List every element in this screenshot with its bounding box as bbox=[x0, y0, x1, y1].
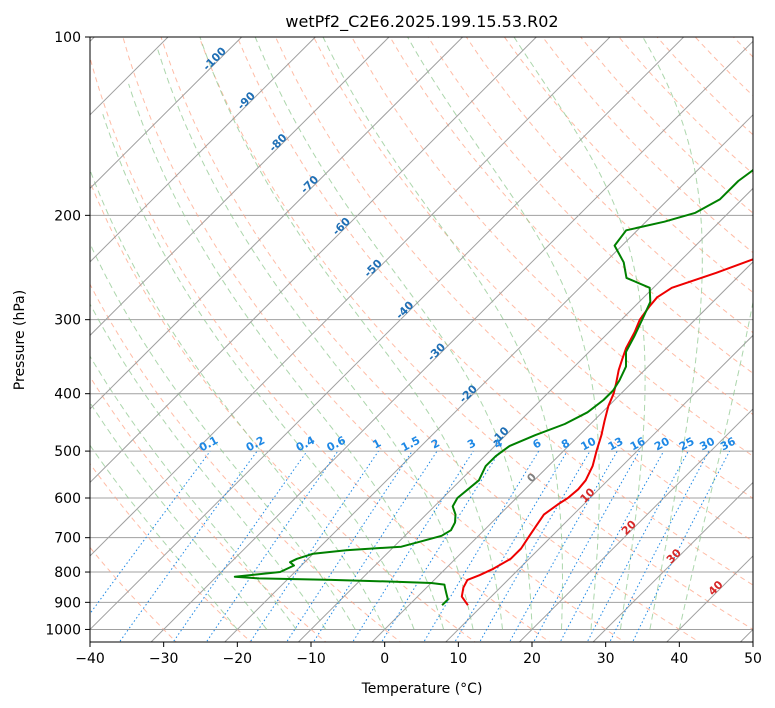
mixing-ratio-line bbox=[609, 450, 710, 642]
x-tick-label: −40 bbox=[75, 651, 105, 667]
mixing-ratio-line bbox=[312, 450, 438, 642]
isotherm-line bbox=[592, 481, 753, 642]
mixing-ratio-line bbox=[172, 450, 308, 642]
profiles bbox=[233, 168, 753, 606]
isotherm-line bbox=[371, 261, 753, 642]
moist-adiabat bbox=[90, 303, 327, 630]
mixing-ratio-label: 36 bbox=[718, 435, 738, 454]
y-tick-label: 600 bbox=[54, 491, 81, 507]
mixing-ratio-label: 13 bbox=[606, 435, 626, 454]
plot-frame bbox=[89, 36, 754, 643]
mixing-ratio-line bbox=[632, 450, 731, 642]
moist-adiabat bbox=[128, 83, 445, 630]
dry-adiabat bbox=[90, 375, 327, 642]
moist-adiabat bbox=[90, 355, 297, 630]
mixing-ratio-label: 20 bbox=[652, 435, 672, 454]
moist-adiabat bbox=[678, 299, 753, 630]
y-axis: 100 200 300 400 500 600 700 800 900 1000 bbox=[45, 30, 90, 638]
isotherm-line bbox=[90, 37, 685, 631]
mixing-ratio-line bbox=[454, 450, 568, 642]
mixing-ratio-line bbox=[90, 450, 211, 615]
y-axis-title: Pressure (hPa) bbox=[12, 290, 28, 390]
moist-adiabat bbox=[642, 37, 703, 630]
x-tick-label: −30 bbox=[149, 651, 179, 667]
x-tick-label: 40 bbox=[670, 651, 688, 667]
moist-adiabat bbox=[199, 37, 503, 630]
moist-adiabat bbox=[407, 37, 600, 630]
x-tick-label: 0 bbox=[380, 651, 389, 667]
isotherm-line bbox=[90, 37, 538, 484]
x-tick-label: 10 bbox=[449, 651, 467, 667]
mixing-ratio-line bbox=[479, 450, 591, 642]
y-tick-label: 200 bbox=[54, 208, 81, 224]
dry-adiabat bbox=[90, 55, 551, 642]
mixing-ratio-label: 16 bbox=[628, 435, 648, 454]
y-tick-label: 700 bbox=[54, 531, 81, 547]
moist-adiabat bbox=[322, 37, 563, 630]
mixing-ratio-line bbox=[249, 450, 379, 642]
isotherm-line bbox=[90, 37, 317, 263]
x-axis: −40 −30 −20 −10 0 10 20 30 40 50 bbox=[75, 642, 762, 667]
dry-adiabat bbox=[351, 37, 753, 457]
mixing-ratio-line bbox=[559, 450, 665, 642]
x-tick-label: 20 bbox=[523, 651, 541, 667]
dry-adiabat bbox=[465, 37, 753, 334]
isotherm-line bbox=[90, 37, 243, 190]
isotherm-line bbox=[518, 408, 753, 642]
x-tick-label: −10 bbox=[296, 651, 326, 667]
y-tick-label: 1000 bbox=[45, 622, 81, 638]
dry-adiabat bbox=[389, 37, 753, 416]
y-tick-label: 900 bbox=[54, 595, 81, 611]
mixing-ratio-line bbox=[286, 450, 413, 642]
mixing-ratio-label: 25 bbox=[677, 435, 697, 454]
dry-adiabat bbox=[90, 180, 476, 642]
isotherm-line bbox=[445, 334, 753, 642]
moist-adiabat bbox=[513, 37, 646, 630]
x-axis-title: Temperature (°C) bbox=[361, 681, 483, 697]
isotherm-line bbox=[224, 114, 753, 642]
background-lines bbox=[90, 37, 753, 642]
mixing-ratio-line bbox=[381, 450, 501, 642]
y-tick-label: 800 bbox=[54, 565, 81, 581]
mixing-ratio-label: 30 bbox=[697, 435, 717, 454]
mixing-ratio-label: 10 bbox=[579, 435, 599, 454]
dry-adiabat bbox=[90, 283, 402, 642]
dry-adiabat bbox=[90, 546, 177, 642]
mixing-ratio-line bbox=[205, 450, 339, 642]
moist-adiabat bbox=[90, 401, 268, 630]
moist-adiabat bbox=[90, 168, 386, 630]
x-tick-label: −20 bbox=[223, 651, 253, 667]
x-tick-label: 50 bbox=[744, 651, 762, 667]
dewpoint-profile-line bbox=[233, 168, 753, 606]
dry-adiabat bbox=[122, 37, 626, 642]
chart-title: wetPf2_C2E6.2025.199.15.53.R02 bbox=[285, 12, 558, 32]
mixing-ratio-line bbox=[352, 450, 474, 642]
dry-adiabat bbox=[198, 37, 753, 631]
y-tick-label: 300 bbox=[54, 313, 81, 329]
mixing-ratio-line bbox=[118, 450, 258, 642]
isotherm-line bbox=[90, 37, 390, 337]
y-tick-label: 100 bbox=[54, 30, 81, 46]
isotherm-line bbox=[90, 37, 464, 410]
y-tick-label: 400 bbox=[54, 387, 81, 403]
isotherm-line bbox=[90, 37, 611, 557]
moist-adiabat bbox=[90, 242, 356, 630]
mixing-ratio-line bbox=[586, 450, 689, 642]
moist-adiabat bbox=[254, 37, 533, 630]
temperature-profile-line bbox=[460, 258, 753, 606]
isotherm-line bbox=[297, 187, 753, 642]
moist-adiabat bbox=[102, 114, 415, 630]
isotherm-line bbox=[150, 40, 753, 642]
x-tick-label: 30 bbox=[597, 651, 615, 667]
y-tick-label: 500 bbox=[54, 444, 81, 460]
